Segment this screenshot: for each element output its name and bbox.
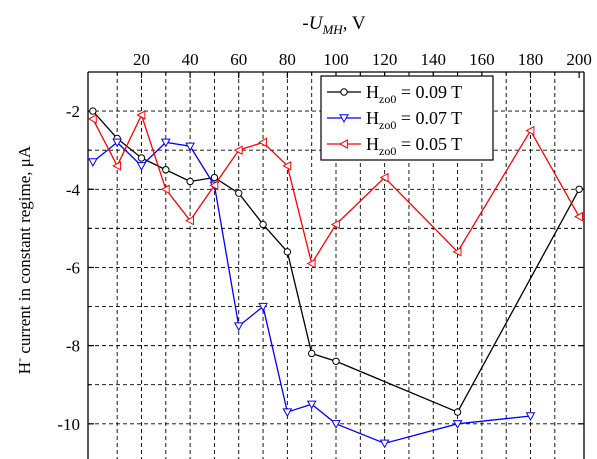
data-point [258,302,268,312]
data-point [574,211,584,222]
series-3 [87,110,584,269]
data-point [136,110,146,120]
data-point [306,400,317,410]
data-point [307,349,316,358]
data-point [283,248,292,256]
y-tick-label: -2 [66,102,80,121]
x-tick-label: 60 [230,50,247,69]
x-tick-label: 20 [133,50,150,69]
data-point [233,322,244,332]
data-point [209,180,219,191]
data-point [282,160,292,171]
y-tick-label: -6 [66,258,80,277]
x-tick-label: 40 [182,50,199,69]
data-point [525,125,535,136]
legend-marker [339,114,349,124]
data-point [185,215,195,226]
legend-marker [338,139,348,149]
data-point [162,166,170,174]
y-axis-title: H- current in constant regime, μA [12,145,34,374]
x-tick-label: 80 [279,50,296,69]
data-point [282,408,293,418]
x-tick-label: 100 [323,50,349,69]
data-point [210,173,219,182]
data-point [330,219,340,230]
axes: 20 40 60 80 100 120 140 160 180 200 -2 -4 -6 -8 -10 [57,50,592,459]
data-point [259,220,267,229]
data-point [332,357,340,365]
data-point [160,184,170,195]
data-point [306,258,316,269]
data-point [452,420,463,429]
data-point [331,420,341,429]
data-point [185,142,195,152]
series-1 [89,107,583,416]
data-point [160,138,171,148]
x-tick-label: 140 [421,50,447,69]
y-tick-label: -10 [57,415,80,434]
data-point [87,114,97,124]
data-point [258,137,267,148]
data-series [87,107,584,449]
x-tick-label: 180 [518,50,544,69]
y-tick-label: -4 [66,180,81,199]
y-tick-label: -8 [66,337,80,356]
data-point [235,189,243,197]
data-point [186,177,194,186]
x-tick-label: 120 [372,50,398,69]
legend-marker [340,88,348,96]
data-point [379,172,389,183]
legend-entry: Hzo0 = 0.09 T [366,82,462,106]
data-point [137,154,146,162]
x-axis-title: -UMH, V [302,13,365,37]
data-point [453,408,462,416]
data-point [112,160,122,171]
legend-entry: Hzo0 = 0.07 T [366,108,462,132]
data-point [452,246,462,257]
data-point [575,185,583,193]
data-point [136,162,147,171]
data-point [379,439,390,449]
data-point [525,412,536,422]
data-point [112,138,123,148]
data-point [233,145,243,156]
x-tick-label: 200 [566,50,592,69]
series-line [92,141,531,445]
x-tick-label: 160 [469,50,495,69]
data-point [88,158,98,167]
legend-entry: Hzo0 = 0.05 T [366,134,462,158]
data-point [89,107,97,115]
